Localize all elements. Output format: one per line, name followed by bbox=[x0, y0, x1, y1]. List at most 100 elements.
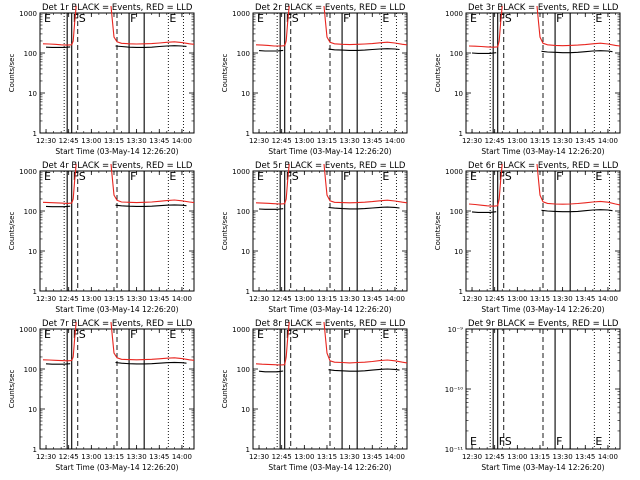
x-tick-label: 13:00 bbox=[507, 295, 527, 303]
marker-label: E bbox=[382, 12, 389, 25]
x-tick-label: 13:00 bbox=[81, 295, 101, 303]
chart-title: Det 2r BLACK = Events, RED = LLD bbox=[255, 3, 406, 13]
x-tick-label: 13:45 bbox=[362, 295, 382, 303]
x-tick-label: 13:00 bbox=[81, 453, 101, 461]
y-axis-label: Counts/sec bbox=[8, 212, 16, 251]
series-line-lld bbox=[468, 163, 503, 207]
marker-label: F bbox=[343, 170, 349, 183]
x-tick-label: 13:45 bbox=[362, 137, 382, 145]
series-line-events bbox=[471, 211, 497, 213]
series-line-lld bbox=[110, 163, 195, 204]
chart-title: Det 9r BLACK = Events, RED = LLD bbox=[468, 319, 619, 329]
x-tick-label: 13:45 bbox=[149, 295, 169, 303]
marker-label: S bbox=[292, 12, 299, 25]
marker-label: F bbox=[499, 435, 505, 448]
series-line-lld bbox=[42, 321, 77, 362]
chart-panel: Det 9r BLACK = Events, RED = LLD Start Ti… bbox=[445, 319, 621, 472]
x-tick-label: 12:45 bbox=[272, 453, 292, 461]
series-line-lld bbox=[536, 5, 621, 47]
y-tick-label: 1000 bbox=[232, 168, 250, 176]
marker-label: F bbox=[556, 435, 562, 448]
y-tick-label: 10⁻⁹ bbox=[448, 326, 464, 334]
marker-label: F bbox=[73, 170, 79, 183]
chart-title: Det 5r BLACK = Events, RED = LLD bbox=[255, 161, 406, 171]
marker-label: F bbox=[73, 328, 79, 341]
chart-panel: Det 4r BLACK = Events, RED = LLD Counts/s… bbox=[8, 161, 195, 314]
x-tick-label: 13:45 bbox=[362, 453, 382, 461]
x-tick-label: 13:00 bbox=[507, 137, 527, 145]
x-tick-label: 14:00 bbox=[598, 137, 618, 145]
y-tick-label: 10 bbox=[28, 248, 37, 256]
y-tick-label: 100 bbox=[24, 50, 37, 58]
y-tick-label: 1 bbox=[33, 288, 37, 296]
x-tick-label: 13:15 bbox=[530, 453, 550, 461]
x-tick-label: 13:30 bbox=[553, 295, 573, 303]
marker-label: S bbox=[505, 170, 512, 183]
y-axis-label: Counts/sec bbox=[221, 54, 229, 93]
marker-label: S bbox=[292, 170, 299, 183]
y-tick-label: 10 bbox=[454, 248, 463, 256]
marker-label: E bbox=[595, 12, 602, 25]
x-tick-label: 13:00 bbox=[507, 453, 527, 461]
y-tick-label: 100 bbox=[450, 208, 463, 216]
x-tick-label: 12:30 bbox=[462, 137, 482, 145]
series-line-events bbox=[115, 361, 187, 365]
marker-label: F bbox=[286, 170, 292, 183]
marker-label: F bbox=[286, 328, 292, 341]
chart-panel: Det 6r BLACK = Events, RED = LLD Counts/s… bbox=[434, 161, 621, 314]
series-line-lld bbox=[255, 163, 290, 205]
series-line-lld bbox=[42, 5, 77, 46]
series-line-events bbox=[45, 46, 71, 48]
x-tick-label: 13:00 bbox=[294, 137, 314, 145]
y-tick-label: 1 bbox=[33, 446, 37, 454]
y-tick-label: 1000 bbox=[445, 10, 463, 18]
y-axis-label: Counts/sec bbox=[221, 370, 229, 409]
x-tick-label: 13:15 bbox=[317, 137, 337, 145]
series-line-events bbox=[328, 48, 400, 51]
series-line-events bbox=[115, 45, 187, 48]
marker-label: F bbox=[130, 12, 136, 25]
x-tick-label: 13:30 bbox=[340, 137, 360, 145]
chart-panel: Det 2r BLACK = Events, RED = LLD Counts/s… bbox=[221, 3, 408, 156]
chart-panel: Det 5r BLACK = Events, RED = LLD Counts/s… bbox=[221, 161, 408, 314]
series-line-events bbox=[541, 209, 613, 213]
x-tick-label: 14:00 bbox=[172, 137, 192, 145]
y-tick-label: 10 bbox=[28, 90, 37, 98]
y-tick-label: 1000 bbox=[19, 326, 37, 334]
marker-label: E bbox=[470, 435, 477, 448]
marker-label: F bbox=[343, 12, 349, 25]
x-axis-label: Start Time (03-May-14 12:26:20) bbox=[268, 463, 391, 472]
x-tick-label: 13:00 bbox=[81, 137, 101, 145]
marker-label: F bbox=[343, 328, 349, 341]
marker-label: F bbox=[73, 12, 79, 25]
x-axis-label: Start Time (03-May-14 12:26:20) bbox=[268, 305, 391, 314]
x-tick-label: 12:45 bbox=[485, 137, 505, 145]
marker-label: F bbox=[499, 12, 505, 25]
x-tick-label: 12:45 bbox=[272, 295, 292, 303]
y-tick-label: 1 bbox=[246, 288, 250, 296]
chart-title: Det 1r BLACK = Events, RED = LLD bbox=[42, 3, 193, 13]
y-tick-label: 100 bbox=[24, 366, 37, 374]
x-tick-label: 14:00 bbox=[172, 453, 192, 461]
x-tick-label: 13:15 bbox=[530, 295, 550, 303]
x-tick-label: 12:30 bbox=[36, 453, 56, 461]
x-tick-label: 14:00 bbox=[598, 453, 618, 461]
series-line-events bbox=[328, 206, 400, 210]
y-tick-label: 1000 bbox=[19, 10, 37, 18]
marker-label: E bbox=[595, 170, 602, 183]
x-tick-label: 12:45 bbox=[59, 137, 79, 145]
series-line-lld bbox=[110, 5, 195, 45]
y-axis-label: Counts/sec bbox=[434, 54, 442, 93]
x-tick-label: 12:45 bbox=[272, 137, 292, 145]
series-line-lld bbox=[255, 5, 290, 47]
y-tick-label: 1000 bbox=[232, 326, 250, 334]
marker-label: S bbox=[505, 12, 512, 25]
y-tick-label: 100 bbox=[237, 50, 250, 58]
series-line-lld bbox=[536, 163, 621, 206]
x-axis-label: Start Time (03-May-14 12:26:20) bbox=[55, 147, 178, 156]
y-tick-label: 10 bbox=[241, 406, 250, 414]
marker-label: E bbox=[169, 328, 176, 341]
y-tick-label: 100 bbox=[450, 50, 463, 58]
x-axis-label: Start Time (03-May-14 12:26:20) bbox=[481, 305, 604, 314]
chart-title: Det 3r BLACK = Events, RED = LLD bbox=[468, 3, 619, 13]
